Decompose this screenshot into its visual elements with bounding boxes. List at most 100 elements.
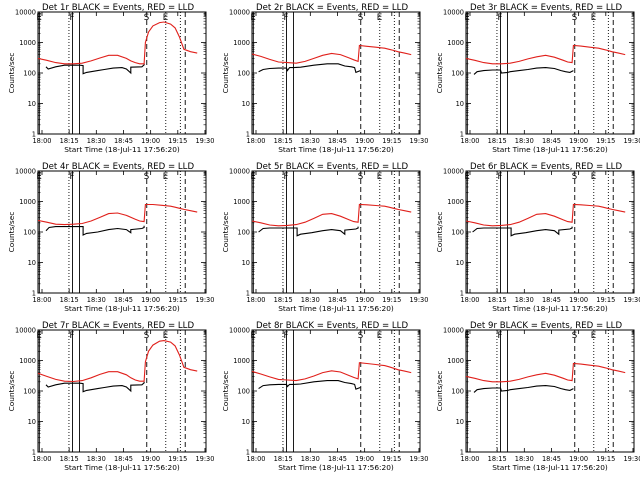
marker-label: E [36, 172, 41, 182]
lld-series-line [252, 44, 412, 64]
x-tick-label: 18:15 [274, 137, 293, 145]
marker-label: E [163, 13, 168, 23]
x-tick-label: 18:30 [87, 296, 106, 304]
y-tick-label: 1000 [233, 357, 250, 365]
marker-label: E [591, 331, 596, 341]
y-tick-label: 1000 [447, 198, 464, 206]
x-tick-label: 19:15 [168, 296, 187, 304]
marker-label: F [283, 331, 288, 341]
lld-series-line [252, 362, 412, 382]
x-axis-label: Start Time (18-Jul-11 17:56:20) [64, 463, 180, 472]
panel-title: Det 1r BLACK = Events, RED = LLD [42, 3, 194, 13]
y-tick-label: 10 [456, 418, 464, 426]
y-tick-label: 10000 [15, 327, 36, 335]
x-axis-label: Start Time (18-Jul-11 17:56:20) [278, 304, 394, 313]
panel-title: Det 7r BLACK = Events, RED = LLD [42, 321, 194, 331]
y-tick-label: 1 [32, 290, 36, 298]
marker-label: F [497, 172, 502, 182]
y-tick-label: 1000 [233, 198, 250, 206]
y-tick-label: 10 [456, 100, 464, 108]
y-tick-label: 1 [246, 131, 250, 139]
marker-label: S [358, 13, 363, 23]
x-tick-label: 18:45 [114, 296, 133, 304]
marker-label: F [69, 172, 74, 182]
panel-title: Det 2r BLACK = Events, RED = LLD [256, 3, 408, 13]
marker-label: F [497, 331, 502, 341]
panel-title: Det 3r BLACK = Events, RED = LLD [470, 3, 622, 13]
y-tick-label: 100 [237, 70, 250, 78]
x-tick-label: 18:00 [460, 137, 479, 145]
marker-label: E [464, 172, 469, 182]
marker-label: E [377, 172, 382, 182]
y-tick-label: 10 [242, 418, 250, 426]
y-tick-label: 1 [460, 449, 464, 457]
y-tick-label: 100 [451, 70, 464, 78]
y-tick-label: 10 [28, 259, 36, 267]
x-tick-label: 19:00 [355, 296, 374, 304]
x-tick-label: 18:15 [274, 296, 293, 304]
x-tick-label: 18:15 [60, 296, 79, 304]
y-tick-label: 100 [23, 388, 36, 396]
x-axis-label: Start Time (18-Jul-11 17:56:20) [278, 463, 394, 472]
marker-label: F [497, 13, 502, 23]
x-tick-label: 19:30 [195, 455, 214, 463]
x-tick-label: 18:15 [60, 137, 79, 145]
marker-label: E [250, 331, 255, 341]
y-tick-label: 10000 [229, 9, 250, 17]
x-tick-label: 19:00 [355, 137, 374, 145]
y-tick-label: 10 [242, 100, 250, 108]
y-axis-label: Counts/sec [221, 212, 230, 253]
marker-label: E [377, 331, 382, 341]
y-tick-label: 1 [460, 290, 464, 298]
x-axis-label: Start Time (18-Jul-11 17:56:20) [64, 304, 180, 313]
x-tick-label: 19:30 [623, 455, 640, 463]
marker-label: S [358, 331, 363, 341]
x-axis-label: Start Time (18-Jul-11 17:56:20) [492, 463, 608, 472]
x-tick-label: 19:15 [596, 455, 615, 463]
events-series-line [45, 381, 145, 393]
lld-series-line [466, 362, 626, 383]
x-tick-label: 19:00 [141, 455, 160, 463]
x-tick-label: 18:45 [328, 455, 347, 463]
y-tick-label: 1000 [447, 357, 464, 365]
marker-label: S [144, 13, 149, 23]
x-tick-label: 19:30 [409, 137, 428, 145]
y-axis-label: Counts/sec [7, 371, 16, 412]
x-tick-label: 19:30 [409, 455, 428, 463]
x-tick-label: 18:45 [328, 296, 347, 304]
x-tick-label: 19:00 [569, 137, 588, 145]
events-series-line [472, 226, 573, 237]
x-tick-label: 19:30 [195, 137, 214, 145]
x-axis-label: Start Time (18-Jul-11 17:56:20) [64, 145, 180, 154]
marker-label: E [591, 172, 596, 182]
marker-label: S [572, 172, 577, 182]
x-tick-label: 18:30 [301, 296, 320, 304]
x-tick-label: 18:00 [460, 296, 479, 304]
events-series-line [473, 67, 574, 75]
y-axis-label: Counts/sec [221, 371, 230, 412]
y-axis-label: Counts/sec [7, 212, 16, 253]
y-tick-label: 10000 [443, 9, 464, 17]
panel-title: Det 4r BLACK = Events, RED = LLD [42, 162, 194, 172]
y-tick-label: 10 [28, 418, 36, 426]
y-axis-label: Counts/sec [221, 53, 230, 94]
x-tick-label: 18:30 [301, 455, 320, 463]
x-tick-label: 18:15 [60, 455, 79, 463]
x-tick-label: 18:45 [542, 455, 561, 463]
x-tick-label: 19:30 [195, 296, 214, 304]
y-tick-label: 100 [451, 388, 464, 396]
x-tick-label: 18:00 [32, 296, 51, 304]
events-series-line [258, 380, 361, 390]
y-tick-label: 1000 [19, 39, 36, 47]
x-tick-label: 18:30 [87, 455, 106, 463]
x-tick-label: 19:30 [623, 296, 640, 304]
x-tick-label: 18:15 [488, 455, 507, 463]
x-axis-label: Start Time (18-Jul-11 17:56:20) [492, 304, 608, 313]
y-axis-label: Counts/sec [435, 212, 444, 253]
x-tick-label: 18:45 [542, 296, 561, 304]
